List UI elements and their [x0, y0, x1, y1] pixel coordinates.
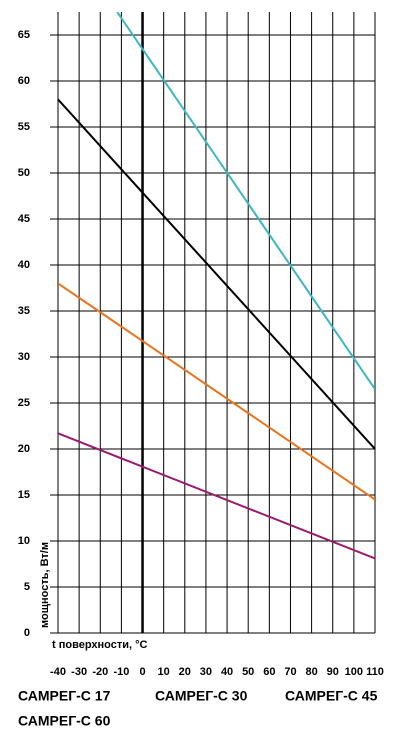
- y-tick-label: 0: [24, 627, 30, 639]
- legend-entry: САМРЕГ-С 30: [155, 688, 248, 704]
- x-tick-label: 70: [284, 666, 296, 678]
- x-tick-label: -40: [50, 666, 66, 678]
- x-tick-label: 110: [366, 666, 384, 678]
- series-line: [58, 98, 375, 450]
- x-tick-label: -10: [113, 666, 129, 678]
- x-tick-label: 90: [327, 666, 339, 678]
- x-tick-label: -20: [92, 666, 108, 678]
- y-tick-label: 45: [18, 213, 30, 225]
- legend-entry: САМРЕГ-С 60: [18, 713, 111, 729]
- x-tick-label: 30: [200, 666, 212, 678]
- x-tick-label: 100: [345, 666, 363, 678]
- y-tick-label: 5: [24, 581, 30, 593]
- series-line: [58, 282, 375, 501]
- y-tick-label: 40: [18, 259, 30, 271]
- y-tick-label: 30: [18, 351, 30, 363]
- y-tick-label: 35: [18, 305, 30, 317]
- y-tick-label: 15: [18, 489, 30, 501]
- x-tick-label: 0: [139, 666, 145, 678]
- x-axis-label: t поверхности, °C: [52, 639, 148, 651]
- x-tick-label: -30: [71, 666, 87, 678]
- y-axis-label: мощность, Вт/м: [39, 542, 51, 628]
- series-line: [58, 432, 375, 560]
- x-tick-label: 50: [242, 666, 254, 678]
- x-tick-label: 60: [263, 666, 275, 678]
- legend-entry: САМРЕГ-С 17: [18, 688, 111, 704]
- y-tick-label: 55: [18, 121, 30, 133]
- y-tick-label: 60: [18, 75, 30, 87]
- y-tick-label: 50: [18, 167, 30, 179]
- y-tick-label: 10: [18, 535, 30, 547]
- x-tick-label: 40: [221, 666, 233, 678]
- legend-entry: САМРЕГ-С 45: [285, 688, 378, 704]
- series-line: [116, 12, 375, 390]
- x-tick-label: 10: [158, 666, 170, 678]
- y-tick-label: 25: [18, 397, 30, 409]
- y-tick-label: 20: [18, 443, 30, 455]
- x-tick-label: 20: [179, 666, 191, 678]
- x-tick-label: 80: [305, 666, 317, 678]
- y-tick-label: 65: [18, 29, 30, 41]
